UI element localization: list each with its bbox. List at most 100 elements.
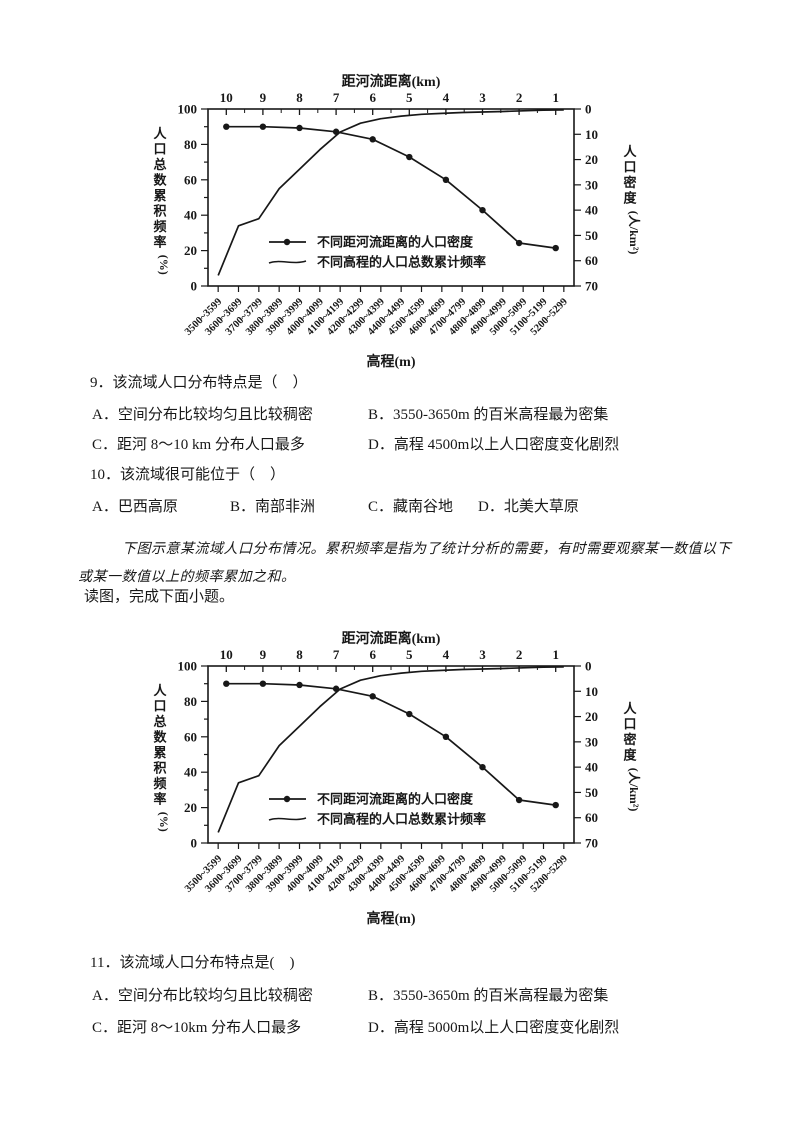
question-10-option-c: C．藏南谷地	[368, 499, 454, 515]
svg-text:人: 人	[153, 683, 167, 698]
svg-text:4: 4	[443, 647, 450, 662]
question-11-stem: 11．该流域人口分布特点是( )	[90, 955, 295, 971]
svg-text:20: 20	[184, 243, 197, 258]
svg-text:4: 4	[443, 90, 450, 105]
svg-text:数: 数	[153, 172, 167, 187]
question-9-option-b: B．3550-3650m 的百米高程最为密集	[368, 407, 609, 423]
svg-text:70: 70	[585, 279, 598, 294]
svg-text:不同距河流距离的人口密度: 不同距河流距离的人口密度	[317, 792, 474, 807]
question-11-option-d: D．高程 5000m以上人口密度变化剧烈	[368, 1020, 620, 1036]
svg-text:2: 2	[516, 647, 523, 662]
svg-text:10: 10	[585, 127, 598, 142]
svg-text:口: 口	[623, 716, 636, 731]
svg-text:3: 3	[479, 647, 486, 662]
svg-text:0: 0	[585, 102, 592, 117]
svg-text:总: 总	[153, 714, 166, 729]
svg-text:距河流距离(km): 距河流距离(km)	[342, 73, 441, 90]
svg-text:80: 80	[184, 137, 197, 152]
svg-text:10: 10	[585, 684, 598, 699]
svg-text:60: 60	[585, 253, 598, 268]
svg-text:20: 20	[184, 800, 197, 815]
svg-text:20: 20	[585, 709, 598, 724]
svg-text:频: 频	[153, 776, 166, 791]
svg-text:率: 率	[153, 234, 166, 249]
question-9-option-c: C．距河 8～10 km 分布人口最多	[92, 437, 305, 453]
svg-text:7: 7	[333, 647, 340, 662]
svg-text:60: 60	[585, 810, 598, 825]
svg-text:50: 50	[585, 785, 598, 800]
svg-text:度: 度	[623, 190, 637, 205]
svg-text:总: 总	[153, 157, 166, 172]
svg-text:30: 30	[585, 734, 598, 749]
svg-text:度: 度	[623, 747, 637, 762]
svg-text:0: 0	[191, 279, 198, 294]
svg-text:60: 60	[184, 729, 197, 744]
svg-text:不同距河流距离的人口密度: 不同距河流距离的人口密度	[317, 235, 474, 250]
svg-text:积: 积	[153, 760, 166, 775]
read-instruction: 读图，完成下面小题。	[84, 589, 235, 605]
svg-text:70: 70	[585, 836, 598, 851]
svg-text:8: 8	[296, 647, 303, 662]
svg-text:累: 累	[153, 188, 166, 203]
question-10-option-b: B．南部非洲	[230, 499, 316, 515]
svg-text:0: 0	[585, 659, 592, 674]
question-9-stem: 9．该流域人口分布特点是（ ）	[90, 375, 308, 391]
svg-text:20: 20	[585, 152, 598, 167]
intro-paragraph: 下图示意某流域人口分布情况。累积频率是指为了统计分析的需要，有时需要观察某一数值…	[78, 542, 731, 585]
svg-text:3: 3	[479, 90, 486, 105]
question-10-option-d: D．北美大草原	[478, 499, 579, 515]
svg-text:40: 40	[184, 765, 197, 780]
svg-text:100: 100	[178, 659, 198, 674]
svg-text:(人/km²): (人/km²)	[627, 768, 642, 812]
svg-text:(人/km²): (人/km²)	[627, 211, 642, 255]
svg-text:数: 数	[153, 729, 167, 744]
population-distribution-chart-1: 距河流距离(km) 10 9 8 7 6 5 4 3 2 1 0 20 40 60 80 100 0 10 20 30 4…	[136, 72, 681, 384]
svg-text:人: 人	[623, 144, 637, 159]
question-10-option-a: A．巴西高原	[92, 499, 178, 515]
svg-text:10: 10	[220, 90, 233, 105]
svg-text:9: 9	[260, 647, 267, 662]
svg-text:频: 频	[153, 219, 166, 234]
question-10-stem: 10．该流域很可能位于（ ）	[90, 467, 286, 483]
question-11-option-a: A．空间分布比较均匀且比较稠密	[92, 988, 313, 1004]
svg-text:100: 100	[178, 102, 198, 117]
svg-text:口: 口	[153, 141, 166, 156]
svg-text:2: 2	[516, 90, 523, 105]
svg-text:10: 10	[220, 647, 233, 662]
svg-text:(%): (%)	[157, 812, 171, 832]
svg-text:不同高程的人口总数累计频率: 不同高程的人口总数累计频率	[317, 255, 486, 270]
svg-text:5: 5	[406, 90, 413, 105]
question-9-option-d: D．高程 4500m以上人口密度变化剧烈	[368, 437, 620, 453]
svg-text:不同高程的人口总数累计频率: 不同高程的人口总数累计频率	[317, 812, 486, 827]
svg-text:口: 口	[623, 159, 636, 174]
svg-text:人: 人	[153, 126, 167, 141]
svg-text:1: 1	[552, 647, 559, 662]
svg-text:积: 积	[153, 203, 166, 218]
svg-text:8: 8	[296, 90, 303, 105]
svg-text:6: 6	[369, 90, 376, 105]
svg-text:人: 人	[623, 701, 637, 716]
svg-text:距河流距离(km): 距河流距离(km)	[342, 630, 441, 647]
svg-text:率: 率	[153, 791, 166, 806]
svg-text:40: 40	[184, 208, 197, 223]
svg-text:密: 密	[622, 732, 636, 747]
svg-text:5: 5	[406, 647, 413, 662]
svg-text:40: 40	[585, 203, 598, 218]
question-11-option-b: B．3550-3650m 的百米高程最为密集	[368, 988, 609, 1004]
svg-text:9: 9	[260, 90, 267, 105]
svg-text:60: 60	[184, 172, 197, 187]
question-9-option-a: A．空间分布比较均匀且比较稠密	[92, 407, 313, 423]
svg-text:1: 1	[552, 90, 559, 105]
svg-text:80: 80	[184, 694, 197, 709]
svg-text:高程(m): 高程(m)	[367, 353, 416, 370]
svg-text:高程(m): 高程(m)	[367, 910, 416, 927]
svg-text:口: 口	[153, 698, 166, 713]
question-11-option-c: C．距河 8～10km 分布人口最多	[92, 1020, 302, 1036]
svg-text:50: 50	[585, 228, 598, 243]
svg-text:7: 7	[333, 90, 340, 105]
svg-text:累: 累	[153, 745, 166, 760]
svg-text:30: 30	[585, 177, 598, 192]
